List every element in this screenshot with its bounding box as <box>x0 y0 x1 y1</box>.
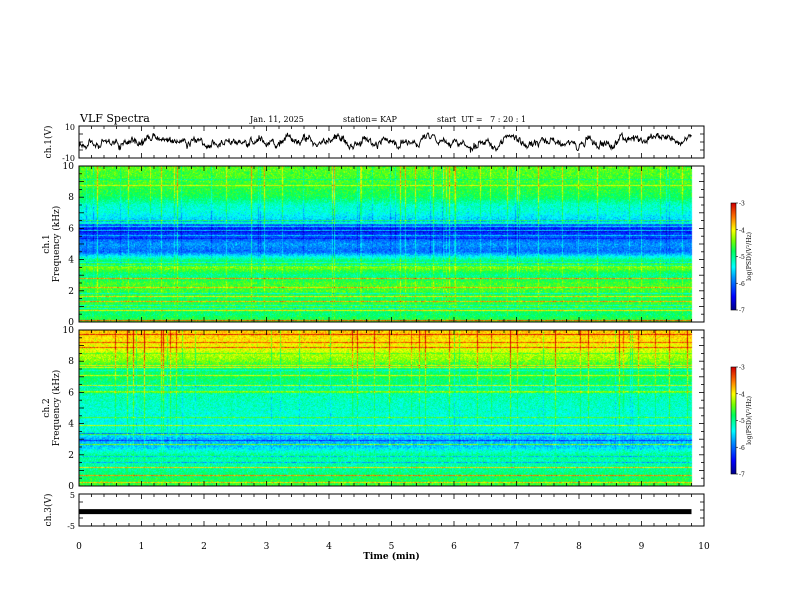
x-tick-label: 0 <box>76 542 82 552</box>
ch1-waveform-ylabel-line: ch.1(V) <box>43 126 54 159</box>
ch1-waveform-ytick-label: -10 <box>62 154 75 163</box>
ch1-spectrogram-ytick-label: 2 <box>68 287 74 297</box>
ch1-spectrogram-ylabel: ch.1Frequency (kHz) <box>42 206 62 283</box>
ch2-spectrogram-colorbar-tick-label: -5 <box>739 418 745 425</box>
ch1-spectrogram-ytick-label: 8 <box>68 193 74 203</box>
ch2-spectrogram-colorbar-container <box>731 367 736 474</box>
ch2-spectrogram-ytick-label: 10 <box>63 326 75 336</box>
ch3-waveform-ylabel: ch.3(V) <box>43 494 54 527</box>
ch1-spectrogram-ytick-label: 0 <box>68 318 74 328</box>
ch2-spectrogram-heatmap-canvas <box>79 330 704 486</box>
ch1-spectrogram-ytick-label: 6 <box>68 224 74 234</box>
ch1-spectrogram-colorbar-tick-label: -4 <box>739 227 745 234</box>
ch1-spectrogram-colorbar-label: log(PSD)(V²/Hz) <box>746 232 753 281</box>
ch2-spectrogram-colorbar-tick-label: -3 <box>739 365 745 372</box>
station-label: station= KAP <box>343 115 397 124</box>
ch1-spectrogram-ylabel-line: ch.1 <box>42 234 52 253</box>
ch1-spectrogram-colorbar-tick-label: -6 <box>739 281 745 288</box>
ch1-spectrogram-colorbar-container <box>731 203 736 310</box>
x-tick-label: 2 <box>201 542 207 552</box>
ch2-spectrogram-colorbar-tick-label: -7 <box>739 472 745 479</box>
ch1-spectrogram-heatmap-canvas <box>79 166 704 322</box>
ch1-waveform-trace <box>78 131 692 153</box>
ch3-waveform-ytick-label: -5 <box>67 522 75 531</box>
x-tick-label: 3 <box>264 542 270 552</box>
ch2-spectrogram-colorbar-canvas <box>731 367 736 474</box>
ch2-spectrogram-colorbar-tick-label: -4 <box>739 391 745 398</box>
ch2-spectrogram-image-container <box>79 330 704 486</box>
ch2-spectrogram-ytick-label: 0 <box>68 482 74 492</box>
x-tick-label: 6 <box>451 542 457 552</box>
ch2-spectrogram-ylabel: ch.2Frequency (kHz) <box>42 370 62 447</box>
x-tick-label: 1 <box>139 542 145 552</box>
ch2-spectrogram-ytick-label: 8 <box>68 357 74 367</box>
ch1-spectrogram-colorbar-tick-label: -5 <box>739 254 745 261</box>
ch1-spectrogram-image-container <box>79 166 704 322</box>
ch3-waveform-ytick-label: 5 <box>70 491 75 500</box>
ch2-spectrogram-ylabel-line: ch.2 <box>42 398 52 417</box>
ch1-spectrogram-colorbar-tick-label: -7 <box>739 308 745 315</box>
ch2-spectrogram-colorbar-label: log(PSD)(V²/Hz) <box>746 396 753 445</box>
ch1-spectrogram-colorbar-canvas <box>731 203 736 310</box>
date-label: Jan. 11, 2025 <box>250 115 304 124</box>
ch1-waveform-ytick-label: 10 <box>65 123 75 132</box>
ch3-waveform-ylabel-line: ch.3(V) <box>43 494 54 527</box>
x-axis-label: Time (min) <box>363 551 420 562</box>
ch1-spectrogram-ylabel-line: Frequency (kHz) <box>51 206 62 283</box>
x-tick-label: 8 <box>576 542 582 552</box>
ch2-spectrogram-ylabel-line: Frequency (kHz) <box>51 370 62 447</box>
ch1-waveform-ylabel: ch.1(V) <box>43 126 54 159</box>
x-tick-label: 5 <box>389 542 395 552</box>
ch2-spectrogram-colorbar-tick-label: -6 <box>739 445 745 452</box>
ch2-spectrogram-ytick-label: 6 <box>68 388 74 398</box>
ch1-spectrogram-colorbar-tick-label: -3 <box>739 201 745 208</box>
x-tick-label: 7 <box>514 542 520 552</box>
ch2-spectrogram-ytick-label: 4 <box>68 420 74 430</box>
ch2-spectrogram-ytick-label: 2 <box>68 451 74 461</box>
x-tick-label: 9 <box>639 542 645 552</box>
start-ut-label: start UT = 7 : 20 : 1 <box>437 115 527 124</box>
x-tick-label: 4 <box>326 542 332 552</box>
chart-title: VLF Spectra <box>80 112 150 125</box>
x-tick-label: 10 <box>698 542 710 552</box>
ch1-spectrogram-ytick-label: 10 <box>63 162 75 172</box>
ch1-spectrogram-ytick-label: 4 <box>68 256 74 266</box>
